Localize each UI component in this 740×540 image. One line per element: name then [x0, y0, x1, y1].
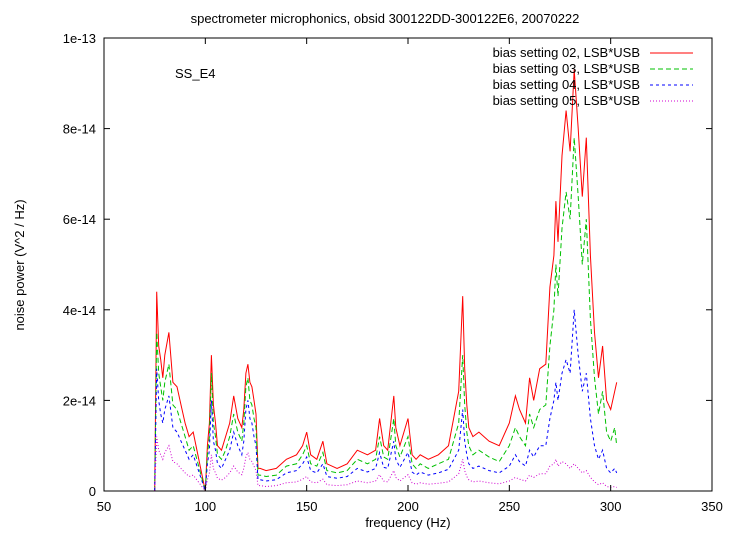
x-tick-label: 300	[600, 499, 622, 514]
series-line-1	[154, 69, 618, 491]
x-axis-label: frequency (Hz)	[365, 515, 450, 530]
chart-annotation: SS_E4	[175, 66, 215, 81]
series-line-4	[154, 436, 617, 491]
legend-label-3: bias setting 04, LSB*USB	[493, 77, 640, 92]
y-tick-label: 6e-14	[63, 212, 96, 227]
x-tick-label: 350	[701, 499, 723, 514]
series-line-2	[154, 137, 618, 491]
legend-label-4: bias setting 05, LSB*USB	[493, 93, 640, 108]
y-tick-label: 4e-14	[63, 303, 96, 318]
y-tick-label: 8e-14	[63, 122, 96, 137]
y-axis-label: noise power (V^2 / Hz)	[12, 199, 27, 330]
x-tick-label: 250	[498, 499, 520, 514]
y-tick-label: 0	[89, 484, 96, 499]
x-tick-label: 200	[397, 499, 419, 514]
chart-title: spectrometer microphonics, obsid 300122D…	[191, 11, 580, 26]
plot-area-frame	[103, 37, 713, 492]
y-tick-label: 2e-14	[63, 393, 96, 408]
legend-label-2: bias setting 03, LSB*USB	[493, 61, 640, 76]
x-tick-label: 150	[296, 499, 318, 514]
x-tick-label: 100	[194, 499, 216, 514]
x-tick-label: 50	[97, 499, 111, 514]
series-line-3	[154, 309, 618, 491]
legend-label-1: bias setting 02, LSB*USB	[493, 45, 640, 60]
series-layer	[154, 69, 618, 491]
ticks-layer: 50 100 150 200 250 300 350 0 2e-14 4e-14 6e-14 8e-1…	[63, 31, 723, 514]
y-tick-label: 1e-13	[63, 31, 96, 46]
